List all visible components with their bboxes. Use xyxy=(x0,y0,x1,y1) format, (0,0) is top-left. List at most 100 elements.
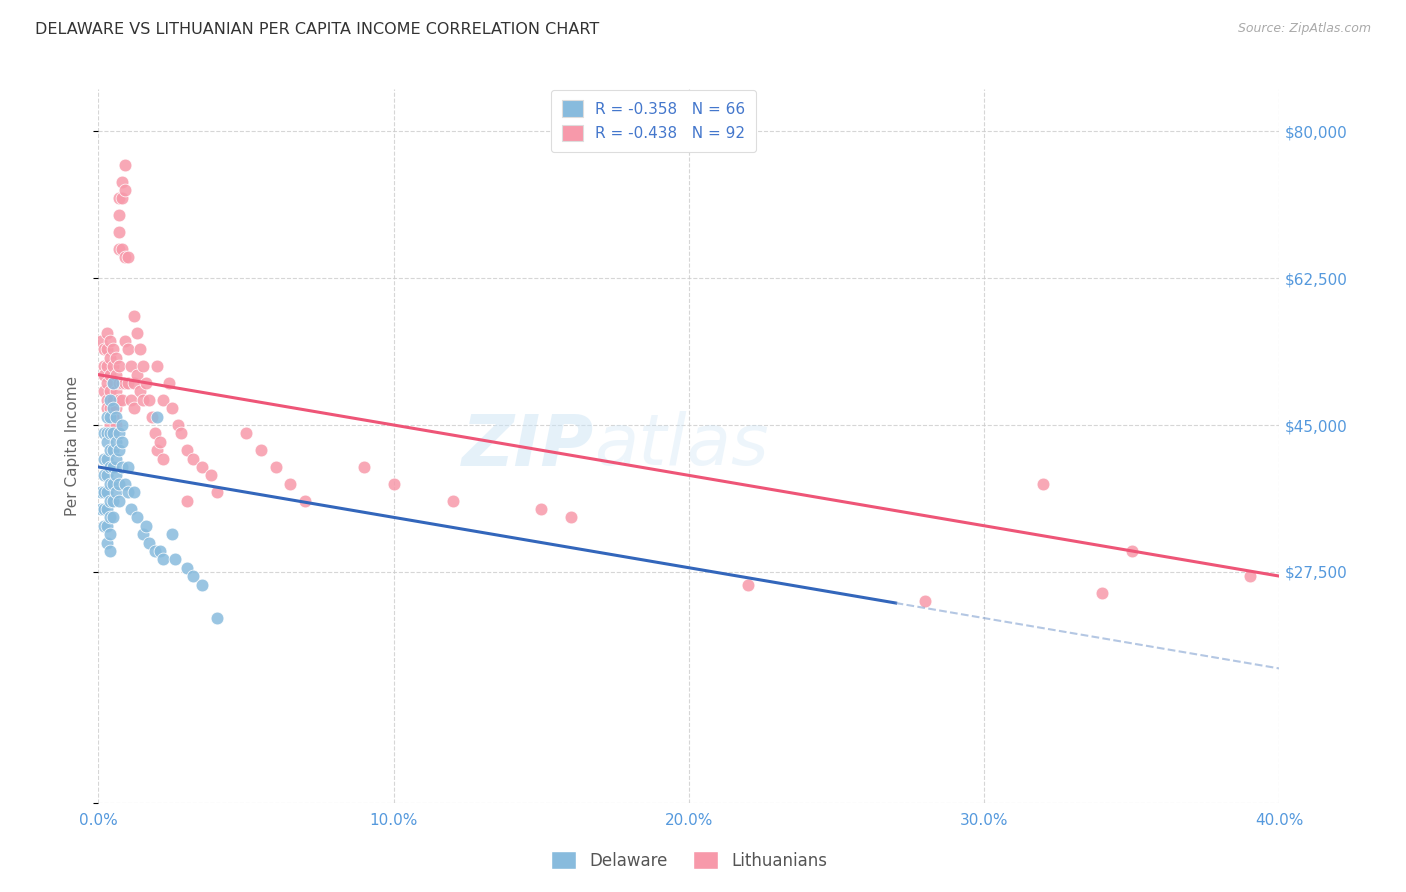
Point xyxy=(105,384,128,399)
Point xyxy=(120,502,142,516)
Point xyxy=(108,426,131,441)
Point xyxy=(152,392,174,407)
Point xyxy=(105,485,128,500)
Legend: Delaware, Lithuanians: Delaware, Lithuanians xyxy=(544,845,834,877)
Point xyxy=(111,376,134,390)
Point xyxy=(114,158,136,172)
Point xyxy=(382,476,405,491)
Point xyxy=(181,451,204,466)
Point xyxy=(138,392,160,407)
Point xyxy=(93,502,115,516)
Point xyxy=(103,409,125,424)
Point xyxy=(98,392,121,407)
Point xyxy=(105,368,128,382)
Point xyxy=(96,343,118,357)
Point xyxy=(149,544,172,558)
Point xyxy=(93,384,115,399)
Point xyxy=(128,343,150,357)
Point xyxy=(105,401,128,416)
Point xyxy=(103,401,125,416)
Point xyxy=(96,426,118,441)
Point xyxy=(146,359,169,374)
Point xyxy=(108,225,131,239)
Point xyxy=(93,468,115,483)
Point xyxy=(103,476,125,491)
Point xyxy=(90,334,112,348)
Text: Source: ZipAtlas.com: Source: ZipAtlas.com xyxy=(1237,22,1371,36)
Point xyxy=(170,426,193,441)
Point xyxy=(132,359,155,374)
Point xyxy=(114,376,136,390)
Point xyxy=(135,518,157,533)
Point xyxy=(98,351,121,365)
Point xyxy=(103,376,125,390)
Point xyxy=(98,476,121,491)
Y-axis label: Per Capita Income: Per Capita Income xyxy=(65,376,80,516)
Point xyxy=(111,417,134,432)
Point xyxy=(560,510,582,524)
Point xyxy=(98,401,121,416)
Point xyxy=(96,376,118,390)
Point xyxy=(125,368,148,382)
Point xyxy=(93,343,115,357)
Point xyxy=(96,518,118,533)
Point xyxy=(111,242,134,256)
Point xyxy=(1239,569,1261,583)
Point xyxy=(205,611,228,625)
Point xyxy=(152,451,174,466)
Point xyxy=(96,485,118,500)
Point xyxy=(103,392,125,407)
Point xyxy=(143,426,166,441)
Point xyxy=(98,368,121,382)
Point xyxy=(1032,476,1054,491)
Point xyxy=(96,451,118,466)
Point xyxy=(135,376,157,390)
Point xyxy=(122,376,145,390)
Point xyxy=(93,518,115,533)
Point xyxy=(105,351,128,365)
Point xyxy=(176,493,198,508)
Point xyxy=(105,409,128,424)
Point xyxy=(90,502,112,516)
Point xyxy=(96,392,118,407)
Point xyxy=(191,460,214,475)
Point xyxy=(117,343,139,357)
Point xyxy=(108,493,131,508)
Point xyxy=(98,426,121,441)
Point xyxy=(122,309,145,323)
Point xyxy=(105,451,128,466)
Point xyxy=(93,451,115,466)
Point xyxy=(146,409,169,424)
Point xyxy=(103,343,125,357)
Point xyxy=(114,183,136,197)
Point xyxy=(105,434,128,449)
Point xyxy=(98,544,121,558)
Point xyxy=(1091,586,1114,600)
Point xyxy=(125,510,148,524)
Point xyxy=(128,384,150,399)
Point xyxy=(108,359,131,374)
Point xyxy=(96,434,118,449)
Point xyxy=(120,392,142,407)
Point xyxy=(117,485,139,500)
Point xyxy=(122,401,145,416)
Point xyxy=(103,493,125,508)
Point xyxy=(98,409,121,424)
Point xyxy=(132,392,155,407)
Text: ZIP: ZIP xyxy=(463,411,595,481)
Point xyxy=(98,527,121,541)
Point xyxy=(111,434,134,449)
Point xyxy=(98,384,121,399)
Point xyxy=(103,460,125,475)
Point xyxy=(103,376,125,390)
Text: atlas: atlas xyxy=(595,411,769,481)
Point xyxy=(103,359,125,374)
Point xyxy=(114,250,136,264)
Point xyxy=(96,502,118,516)
Point xyxy=(1121,544,1143,558)
Point xyxy=(737,577,759,591)
Point xyxy=(108,191,131,205)
Point xyxy=(108,392,131,407)
Point xyxy=(98,334,121,348)
Point xyxy=(105,468,128,483)
